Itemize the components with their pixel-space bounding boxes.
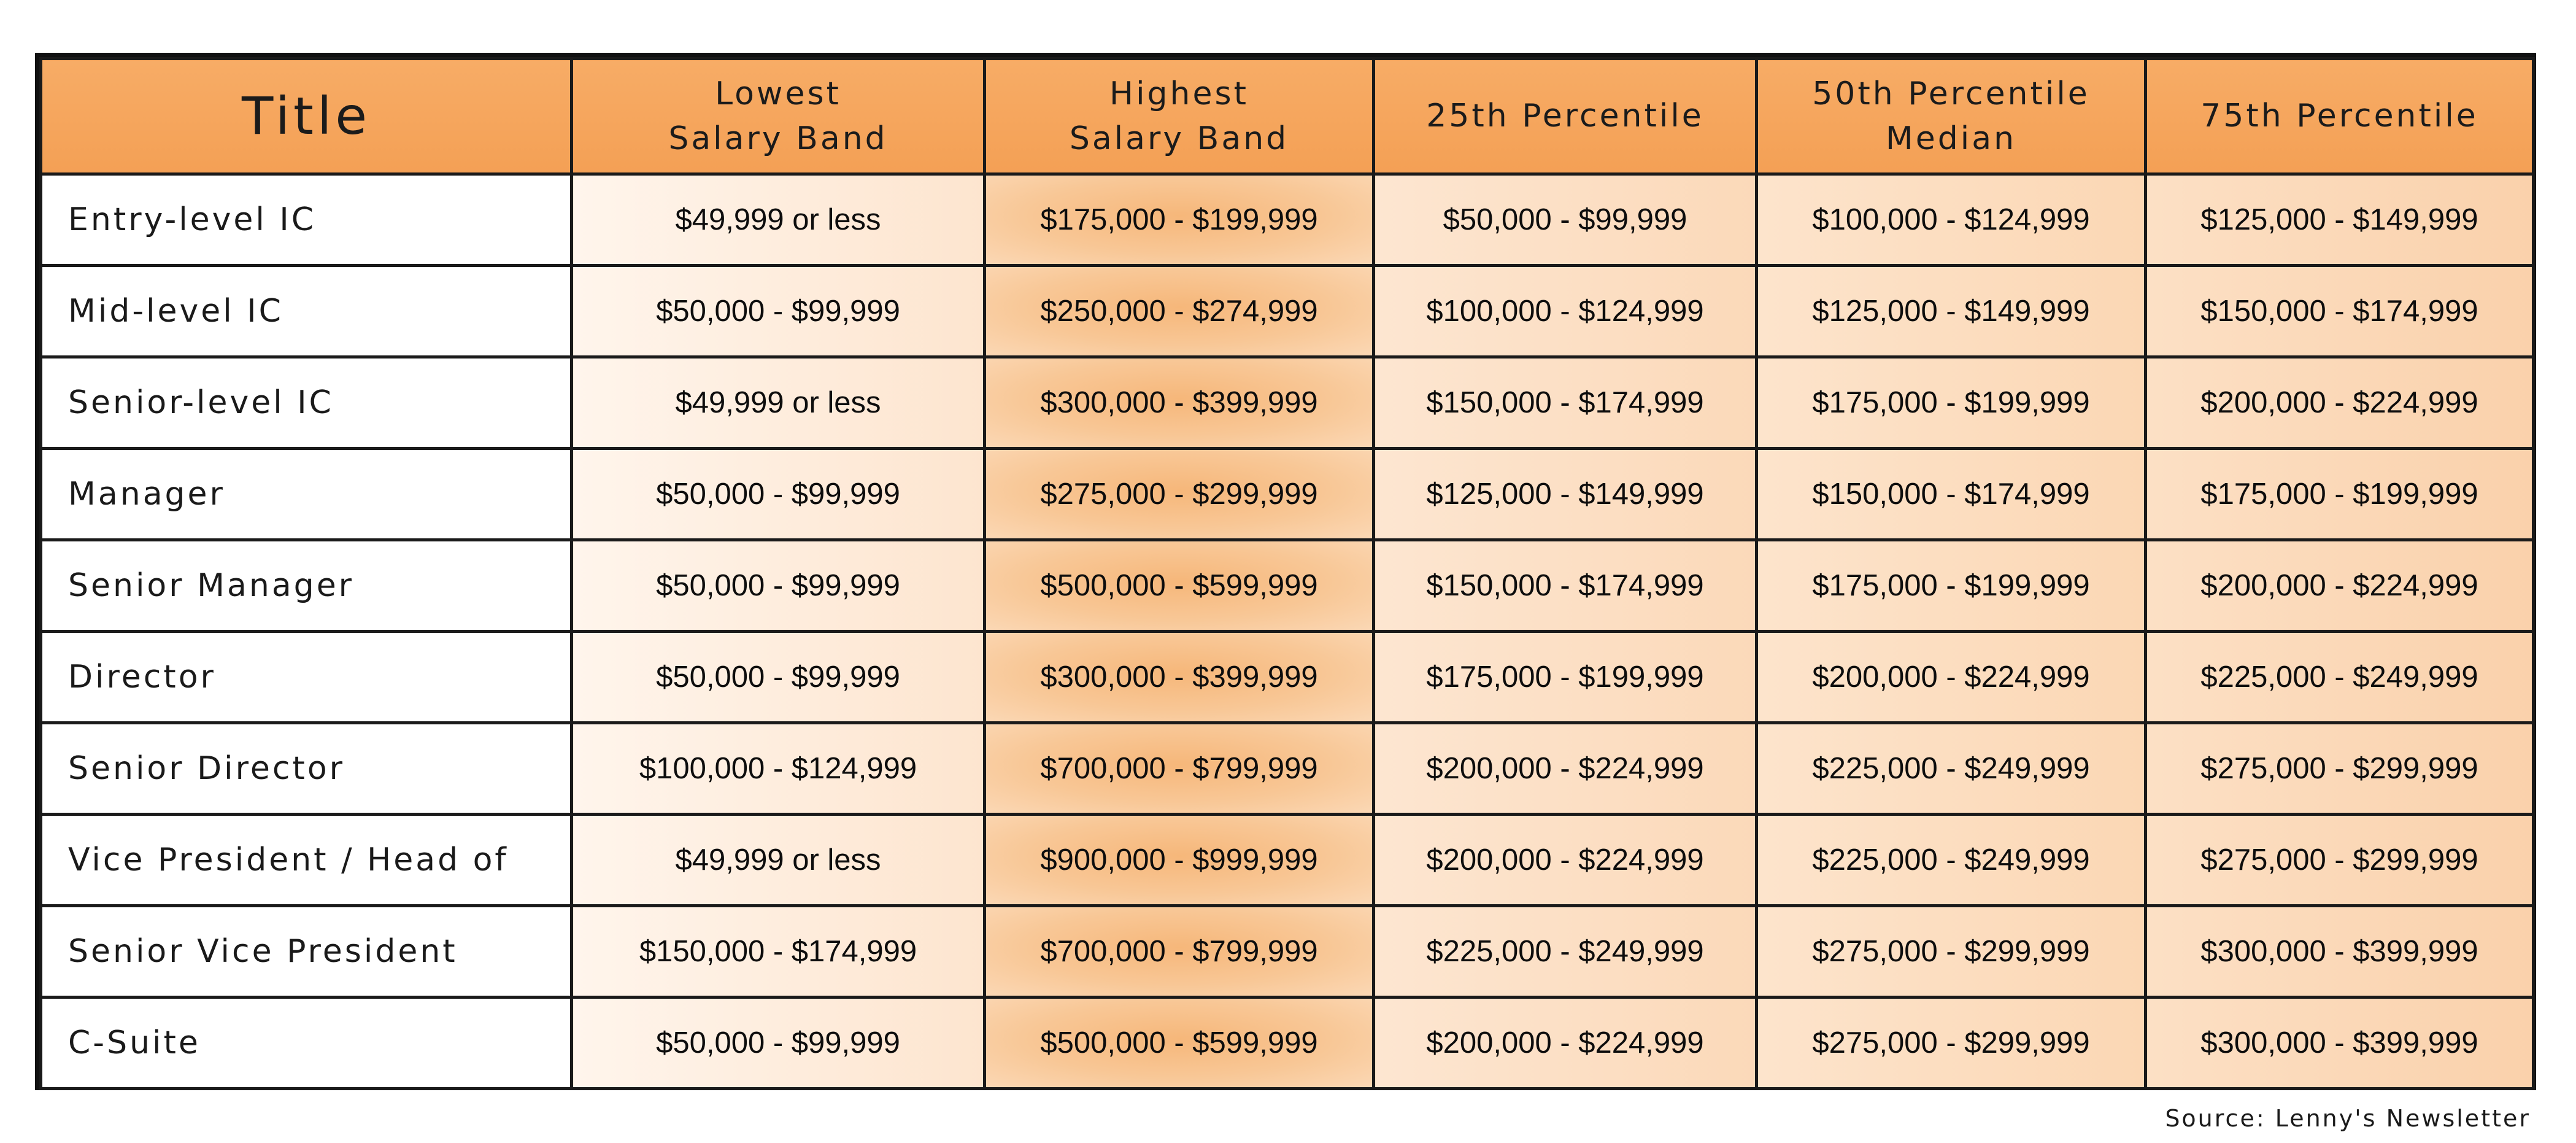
row-title: Director bbox=[39, 630, 573, 724]
header-50th-percentile-median: 50th Percentile Median bbox=[1755, 57, 2147, 176]
cell-p25: $175,000 - $199,999 bbox=[1372, 630, 1758, 724]
cell-p75: $225,000 - $249,999 bbox=[2144, 630, 2535, 724]
header-25th-percentile: 25th Percentile bbox=[1372, 57, 1758, 176]
cell-p50: $100,000 - $124,999 bbox=[1755, 172, 2147, 267]
cell-p75: $275,000 - $299,999 bbox=[2144, 721, 2535, 816]
cell-p50: $175,000 - $199,999 bbox=[1755, 355, 2147, 450]
cell-highest: $500,000 - $599,999 bbox=[983, 996, 1375, 1090]
cell-p75: $275,000 - $299,999 bbox=[2144, 813, 2535, 907]
row-title: Senior-level IC bbox=[39, 355, 573, 450]
row-title: Senior Director bbox=[39, 721, 573, 816]
table-row: Senior Vice President $150,000 - $174,99… bbox=[39, 904, 2535, 999]
table-row: Vice President / Head of $49,999 or less… bbox=[39, 813, 2535, 907]
header-lowest-line1: Lowest bbox=[715, 75, 841, 112]
cell-p50: $275,000 - $299,999 bbox=[1755, 904, 2147, 999]
row-title: C-Suite bbox=[39, 996, 573, 1090]
table-row: Senior-level IC $49,999 or less $300,000… bbox=[39, 355, 2535, 450]
cell-p50: $175,000 - $199,999 bbox=[1755, 538, 2147, 633]
cell-highest: $300,000 - $399,999 bbox=[983, 630, 1375, 724]
table-row: C-Suite $50,000 - $99,999 $500,000 - $59… bbox=[39, 996, 2535, 1090]
row-title: Senior Vice President bbox=[39, 904, 573, 999]
cell-highest: $500,000 - $599,999 bbox=[983, 538, 1375, 633]
cell-p25: $125,000 - $149,999 bbox=[1372, 447, 1758, 541]
cell-p25: $150,000 - $174,999 bbox=[1372, 355, 1758, 450]
cell-highest: $700,000 - $799,999 bbox=[983, 904, 1375, 999]
cell-lowest: $150,000 - $174,999 bbox=[570, 904, 986, 999]
header-highest-salary-band: Highest Salary Band bbox=[983, 57, 1375, 176]
cell-lowest: $49,999 or less bbox=[570, 813, 986, 907]
cell-highest: $175,000 - $199,999 bbox=[983, 172, 1375, 267]
table-row: Entry-level IC $49,999 or less $175,000 … bbox=[39, 172, 2535, 267]
header-highest-line2: Salary Band bbox=[1069, 120, 1289, 157]
cell-highest: $300,000 - $399,999 bbox=[983, 355, 1375, 450]
cell-lowest: $50,000 - $99,999 bbox=[570, 996, 986, 1090]
salary-table-container: Title Lowest Salary Band Highest Salary Ba… bbox=[35, 53, 2536, 1090]
header-lowest-line2: Salary Band bbox=[668, 120, 888, 157]
cell-p50: $275,000 - $299,999 bbox=[1755, 996, 2147, 1090]
header-highest-line1: Highest bbox=[1109, 75, 1249, 112]
header-row: Title Lowest Salary Band Highest Salary Ba… bbox=[39, 57, 2535, 176]
header-p75-label: 75th Percentile bbox=[2200, 98, 2478, 135]
cell-lowest: $49,999 or less bbox=[570, 172, 986, 267]
salary-table: Title Lowest Salary Band Highest Salary Ba… bbox=[39, 57, 2535, 1090]
cell-p75: $125,000 - $149,999 bbox=[2144, 172, 2535, 267]
cell-p25: $150,000 - $174,999 bbox=[1372, 538, 1758, 633]
cell-p50: $225,000 - $249,999 bbox=[1755, 721, 2147, 816]
header-lowest-salary-band: Lowest Salary Band bbox=[570, 57, 986, 176]
cell-p25: $100,000 - $124,999 bbox=[1372, 264, 1758, 358]
cell-p75: $200,000 - $224,999 bbox=[2144, 538, 2535, 633]
source-credit: Source: Lenny's Newsletter bbox=[2165, 1105, 2531, 1132]
cell-p75: $300,000 - $399,999 bbox=[2144, 996, 2535, 1090]
cell-highest: $900,000 - $999,999 bbox=[983, 813, 1375, 907]
cell-lowest: $49,999 or less bbox=[570, 355, 986, 450]
cell-lowest: $50,000 - $99,999 bbox=[570, 264, 986, 358]
cell-p50: $150,000 - $174,999 bbox=[1755, 447, 2147, 541]
cell-p25: $50,000 - $99,999 bbox=[1372, 172, 1758, 267]
cell-highest: $250,000 - $274,999 bbox=[983, 264, 1375, 358]
table-row: Senior Manager $50,000 - $99,999 $500,00… bbox=[39, 538, 2535, 633]
header-p50-line1: 50th Percentile bbox=[1812, 75, 2090, 112]
table-row: Manager $50,000 - $99,999 $275,000 - $29… bbox=[39, 447, 2535, 541]
header-title-label: Title bbox=[241, 85, 371, 146]
cell-p75: $175,000 - $199,999 bbox=[2144, 447, 2535, 541]
row-title: Vice President / Head of bbox=[39, 813, 573, 907]
header-75th-percentile: 75th Percentile bbox=[2144, 57, 2535, 176]
cell-p25: $200,000 - $224,999 bbox=[1372, 721, 1758, 816]
cell-p50: $225,000 - $249,999 bbox=[1755, 813, 2147, 907]
cell-p50: $200,000 - $224,999 bbox=[1755, 630, 2147, 724]
cell-lowest: $50,000 - $99,999 bbox=[570, 538, 986, 633]
table-row: Mid-level IC $50,000 - $99,999 $250,000 … bbox=[39, 264, 2535, 358]
cell-lowest: $50,000 - $99,999 bbox=[570, 447, 986, 541]
cell-p75: $300,000 - $399,999 bbox=[2144, 904, 2535, 999]
row-title: Senior Manager bbox=[39, 538, 573, 633]
table-row: Senior Director $100,000 - $124,999 $700… bbox=[39, 721, 2535, 816]
header-title: Title bbox=[39, 57, 573, 176]
cell-p75: $150,000 - $174,999 bbox=[2144, 264, 2535, 358]
cell-highest: $700,000 - $799,999 bbox=[983, 721, 1375, 816]
table-row: Director $50,000 - $99,999 $300,000 - $3… bbox=[39, 630, 2535, 724]
cell-lowest: $100,000 - $124,999 bbox=[570, 721, 986, 816]
header-p25-label: 25th Percentile bbox=[1426, 98, 1704, 135]
cell-p25: $225,000 - $249,999 bbox=[1372, 904, 1758, 999]
row-title: Mid-level IC bbox=[39, 264, 573, 358]
row-title: Manager bbox=[39, 447, 573, 541]
cell-p25: $200,000 - $224,999 bbox=[1372, 813, 1758, 907]
cell-p50: $125,000 - $149,999 bbox=[1755, 264, 2147, 358]
header-p50-line2: Median bbox=[1885, 120, 2017, 157]
cell-highest: $275,000 - $299,999 bbox=[983, 447, 1375, 541]
cell-p75: $200,000 - $224,999 bbox=[2144, 355, 2535, 450]
row-title: Entry-level IC bbox=[39, 172, 573, 267]
cell-p25: $200,000 - $224,999 bbox=[1372, 996, 1758, 1090]
cell-lowest: $50,000 - $99,999 bbox=[570, 630, 986, 724]
